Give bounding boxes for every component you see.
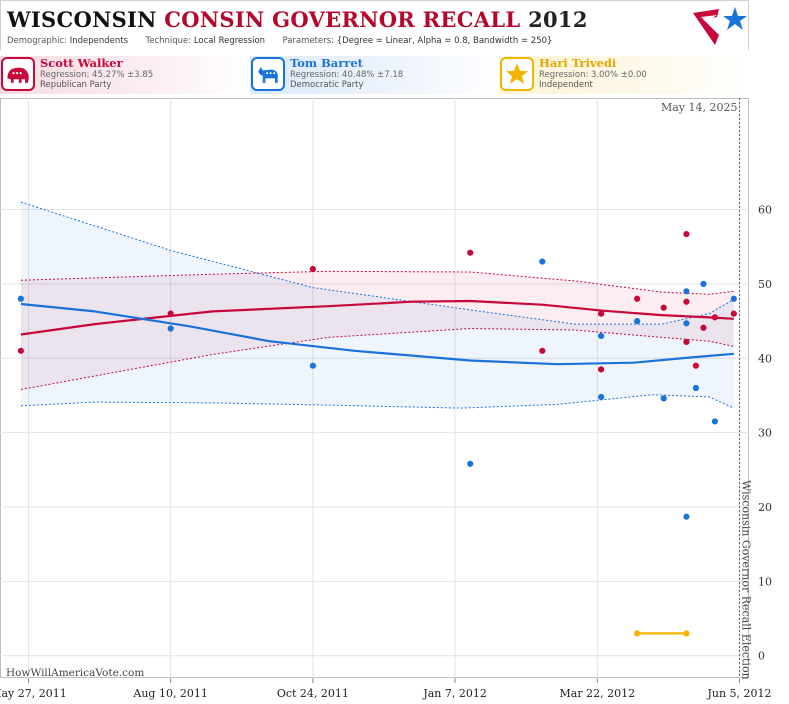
- poll-point[interactable]: [683, 630, 689, 636]
- candidate-regression: Regression: 3.00% ±0.00: [539, 70, 647, 80]
- poll-point[interactable]: [712, 418, 718, 424]
- parameters-label: Parameters:: [282, 36, 334, 46]
- poll-point[interactable]: [683, 299, 689, 305]
- poll-point[interactable]: [661, 395, 667, 401]
- demographic-label: Demographic:: [7, 36, 67, 46]
- poll-point[interactable]: [712, 314, 718, 320]
- x-tick-label: Jun 5, 2012: [706, 687, 771, 700]
- poll-point[interactable]: [634, 296, 640, 302]
- header: WISCONSIN CONSIN GOVERNOR RECALL 2012 De…: [0, 0, 749, 50]
- parameters-value[interactable]: {Degree = Linear, Alpha = 0.8, Bandwidth…: [337, 36, 553, 46]
- candidate-name: Scott Walker: [40, 56, 123, 70]
- y-tick-label: 40: [758, 352, 772, 365]
- x-tick-label: Oct 24, 2011: [277, 687, 349, 700]
- candidate-name: Tom Barret: [290, 56, 363, 70]
- x-tick-label: May 27, 2011: [0, 687, 67, 700]
- poll-point[interactable]: [683, 231, 689, 237]
- star-icon: [500, 57, 534, 91]
- candidate-card-barret[interactable]: Tom Barret Regression: 40.48% ±7.18 Demo…: [250, 56, 499, 94]
- poll-point[interactable]: [731, 311, 737, 317]
- donkey-icon: [251, 57, 285, 91]
- page-title: WISCONSIN CONSIN GOVERNOR RECALL 2012: [7, 7, 588, 32]
- parameters-line: Demographic: Independents Technique: Loc…: [7, 36, 552, 46]
- poll-point[interactable]: [467, 250, 473, 256]
- poll-point[interactable]: [467, 461, 473, 467]
- title-year: 2012: [528, 7, 588, 32]
- poll-point[interactable]: [683, 288, 689, 294]
- site-logo-icon[interactable]: [689, 5, 747, 49]
- poll-point[interactable]: [18, 296, 24, 302]
- poll-point[interactable]: [168, 325, 174, 331]
- poll-point[interactable]: [310, 363, 316, 369]
- poll-point[interactable]: [731, 296, 737, 302]
- poll-point[interactable]: [598, 311, 604, 317]
- candidate-party: Independent: [539, 80, 593, 90]
- poll-point[interactable]: [693, 363, 699, 369]
- candidate-party: Democratic Party: [290, 80, 364, 90]
- poll-point[interactable]: [168, 311, 174, 317]
- title-state: WISCONSIN: [7, 7, 157, 32]
- y-tick-label: 60: [758, 204, 772, 217]
- poll-page: WISCONSIN CONSIN GOVERNOR RECALL 2012 De…: [0, 0, 789, 704]
- candidate-card-trivedi[interactable]: Hari Trivedi Regression: 3.00% ±0.00 Ind…: [499, 56, 749, 94]
- poll-point[interactable]: [539, 258, 545, 264]
- poll-point[interactable]: [683, 514, 689, 520]
- title-race: CONSIN GOVERNOR RECALL: [164, 7, 520, 32]
- poll-point[interactable]: [598, 333, 604, 339]
- candidate-party: Republican Party: [40, 80, 111, 90]
- candidate-regression: Regression: 45.27% ±3.85: [40, 70, 153, 80]
- poll-chart[interactable]: 0 10 20 30 40 50 60 May 27, 2011 Aug 10, 2011 Oct…: [0, 98, 789, 704]
- poll-point[interactable]: [683, 339, 689, 345]
- elephant-icon: [1, 57, 35, 91]
- election-label: Wisconsin Governor Recall Election: [740, 480, 753, 680]
- poll-point[interactable]: [18, 348, 24, 354]
- poll-point[interactable]: [700, 325, 706, 331]
- y-tick-label: 50: [758, 278, 772, 291]
- poll-point[interactable]: [700, 281, 706, 287]
- poll-point[interactable]: [310, 266, 316, 272]
- x-tick-label: Jan 7, 2012: [422, 687, 487, 700]
- poll-point[interactable]: [634, 630, 640, 636]
- y-tick-label: 10: [758, 575, 772, 588]
- candidate-legend: Scott Walker Regression: 45.27% ±3.85 Re…: [0, 56, 749, 94]
- poll-point[interactable]: [693, 385, 699, 391]
- current-date-label: May 14, 2025: [661, 101, 738, 114]
- poll-point[interactable]: [634, 318, 640, 324]
- x-tick-label: Aug 10, 2011: [132, 687, 208, 700]
- poll-point[interactable]: [598, 394, 604, 400]
- candidate-name: Hari Trivedi: [539, 56, 616, 70]
- candidate-regression: Regression: 40.48% ±7.18: [290, 70, 403, 80]
- technique-value[interactable]: Local Regression: [194, 36, 265, 46]
- demographic-value[interactable]: Independents: [70, 36, 128, 46]
- y-tick-label: 0: [758, 650, 765, 663]
- x-tick-label: Mar 22, 2012: [560, 687, 636, 700]
- poll-point[interactable]: [598, 366, 604, 372]
- site-credit[interactable]: HowWillAmericaVote.com: [6, 667, 144, 679]
- poll-point[interactable]: [661, 305, 667, 311]
- poll-point[interactable]: [683, 320, 689, 326]
- poll-point[interactable]: [539, 348, 545, 354]
- candidate-card-walker[interactable]: Scott Walker Regression: 45.27% ±3.85 Re…: [0, 56, 250, 94]
- y-tick-label: 20: [758, 501, 772, 514]
- y-tick-label: 30: [758, 427, 772, 440]
- technique-label: Technique:: [145, 36, 191, 46]
